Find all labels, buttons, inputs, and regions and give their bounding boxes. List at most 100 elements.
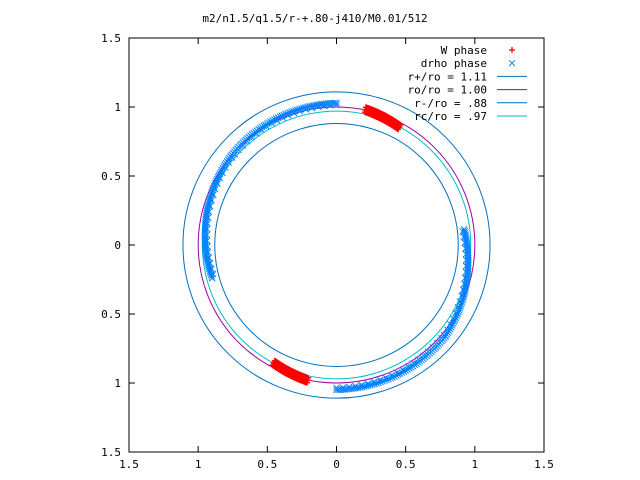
drho-phase-point	[461, 227, 469, 235]
legend-label: rc/ro = .97	[414, 110, 487, 123]
drho-phase-point	[455, 306, 463, 314]
drho-phase-point	[440, 331, 448, 339]
drho-phase-point	[202, 248, 210, 256]
drho-phase-point	[206, 265, 213, 273]
drho-phase-point	[302, 104, 309, 111]
drho-phase-point	[207, 271, 215, 278]
drho-phase-point	[404, 363, 412, 370]
drho-phase-point	[348, 385, 355, 393]
drho-phase-point	[208, 273, 215, 280]
x-tick-label: 1	[195, 458, 202, 471]
x-tick-label: 1	[472, 458, 479, 471]
drho-phase-point	[253, 130, 260, 137]
drho-phase-point	[453, 312, 461, 320]
drho-phase-point	[258, 126, 265, 134]
drho-phase-point	[352, 384, 360, 392]
drho-phase-point	[462, 231, 469, 239]
legend-label: ro/ro = 1.00	[408, 84, 487, 97]
drho-phase-point	[508, 59, 516, 67]
drho-phase-point	[207, 269, 214, 277]
drho-phase-point	[206, 267, 214, 275]
drho-phase-point	[345, 385, 353, 393]
drho-phase-point	[371, 380, 378, 388]
drho-phase-point	[215, 172, 223, 179]
drho-phase-point	[446, 325, 454, 333]
drho-phase-point	[461, 287, 469, 294]
y-tick-label: 0.5	[101, 308, 121, 321]
drho-phase-point	[228, 154, 236, 161]
drho-phase-point	[447, 323, 455, 331]
drho-phase-point	[206, 194, 214, 202]
drho-phase-point	[450, 318, 458, 326]
drho-phase-point	[212, 179, 219, 187]
drho-phase-point	[295, 105, 303, 113]
drho-phase-point	[208, 274, 216, 282]
drho-phase-point	[394, 369, 401, 377]
axis-ticks: 1.5 1 0.5 0 0.5 1 1.51.510.500.511.5	[101, 32, 554, 471]
drho-phase-point	[449, 320, 457, 327]
drho-phase-point	[461, 229, 469, 237]
drho-phase-point	[320, 100, 328, 108]
drho-phase-point	[308, 102, 315, 110]
drho-phase-point	[452, 314, 460, 322]
drho-phase-point	[290, 107, 297, 115]
drho-phase-point	[218, 166, 226, 174]
drho-phase-point	[203, 256, 211, 264]
drho-phase-point	[377, 378, 384, 386]
circle-0.88	[214, 123, 459, 367]
legend-label: r-/ro = .88	[414, 97, 487, 110]
drho-phase-point	[460, 226, 468, 233]
x-tick-label: 0.5	[396, 458, 416, 471]
y-tick-label: 0	[114, 239, 121, 252]
drho-phase-point	[204, 258, 211, 266]
drho-phase-point	[202, 250, 210, 258]
drho-phase-point	[225, 159, 233, 166]
drho-phase-point	[456, 304, 464, 312]
legend-label: W phase	[441, 44, 487, 57]
legend-label: drho phase	[421, 57, 487, 70]
drho-phase-point	[454, 310, 461, 318]
drho-phase-point	[396, 370, 404, 377]
x-tick-label: 1.5	[534, 458, 554, 471]
drho-phase-point	[364, 382, 372, 390]
drho-phase-point	[210, 183, 218, 190]
drho-phase-point	[358, 383, 366, 391]
drho-phase-point	[209, 184, 217, 192]
y-tick-label: 1	[114, 377, 121, 390]
x-tick-label: 1.5	[119, 458, 139, 471]
drho-phase-point	[462, 233, 470, 241]
drho-phase-point	[463, 237, 470, 245]
chart-title: m2/n1.5/q1.5/r-+.80-j410/M0.01/512	[202, 12, 427, 25]
drho-phase-point	[263, 123, 270, 130]
y-tick-label: 1	[114, 101, 121, 114]
drho-phase-point	[205, 200, 212, 207]
drho-phase-point	[205, 263, 213, 271]
drho-phase-point	[458, 298, 466, 306]
drho-phase-point	[459, 295, 467, 302]
circle-1.11	[182, 91, 491, 399]
drho-phase-point	[457, 300, 465, 308]
drho-phase-point	[410, 359, 417, 367]
drho-phase-point	[268, 119, 276, 127]
drho-phase-point	[314, 101, 322, 109]
drho-phase-point	[312, 101, 319, 109]
drho-phase-point	[402, 367, 410, 374]
drho-phase-point	[360, 383, 368, 390]
drho-phase-point	[208, 188, 216, 196]
drho-phase-point	[206, 196, 213, 204]
drho-phase-point	[399, 366, 407, 374]
drho-phase-point	[276, 113, 284, 121]
x-tick-label: 0.5	[257, 458, 277, 471]
drho-phase-point	[463, 239, 471, 247]
drho-phase-point	[391, 373, 398, 380]
drho-phase-point	[207, 190, 215, 198]
circle-1	[197, 106, 476, 384]
drho-phase-point	[444, 329, 452, 337]
y-tick-label: 1.5	[101, 32, 121, 45]
drho-phase-point	[318, 100, 326, 108]
drho-phase-point	[205, 262, 212, 269]
data-points	[201, 99, 472, 394]
